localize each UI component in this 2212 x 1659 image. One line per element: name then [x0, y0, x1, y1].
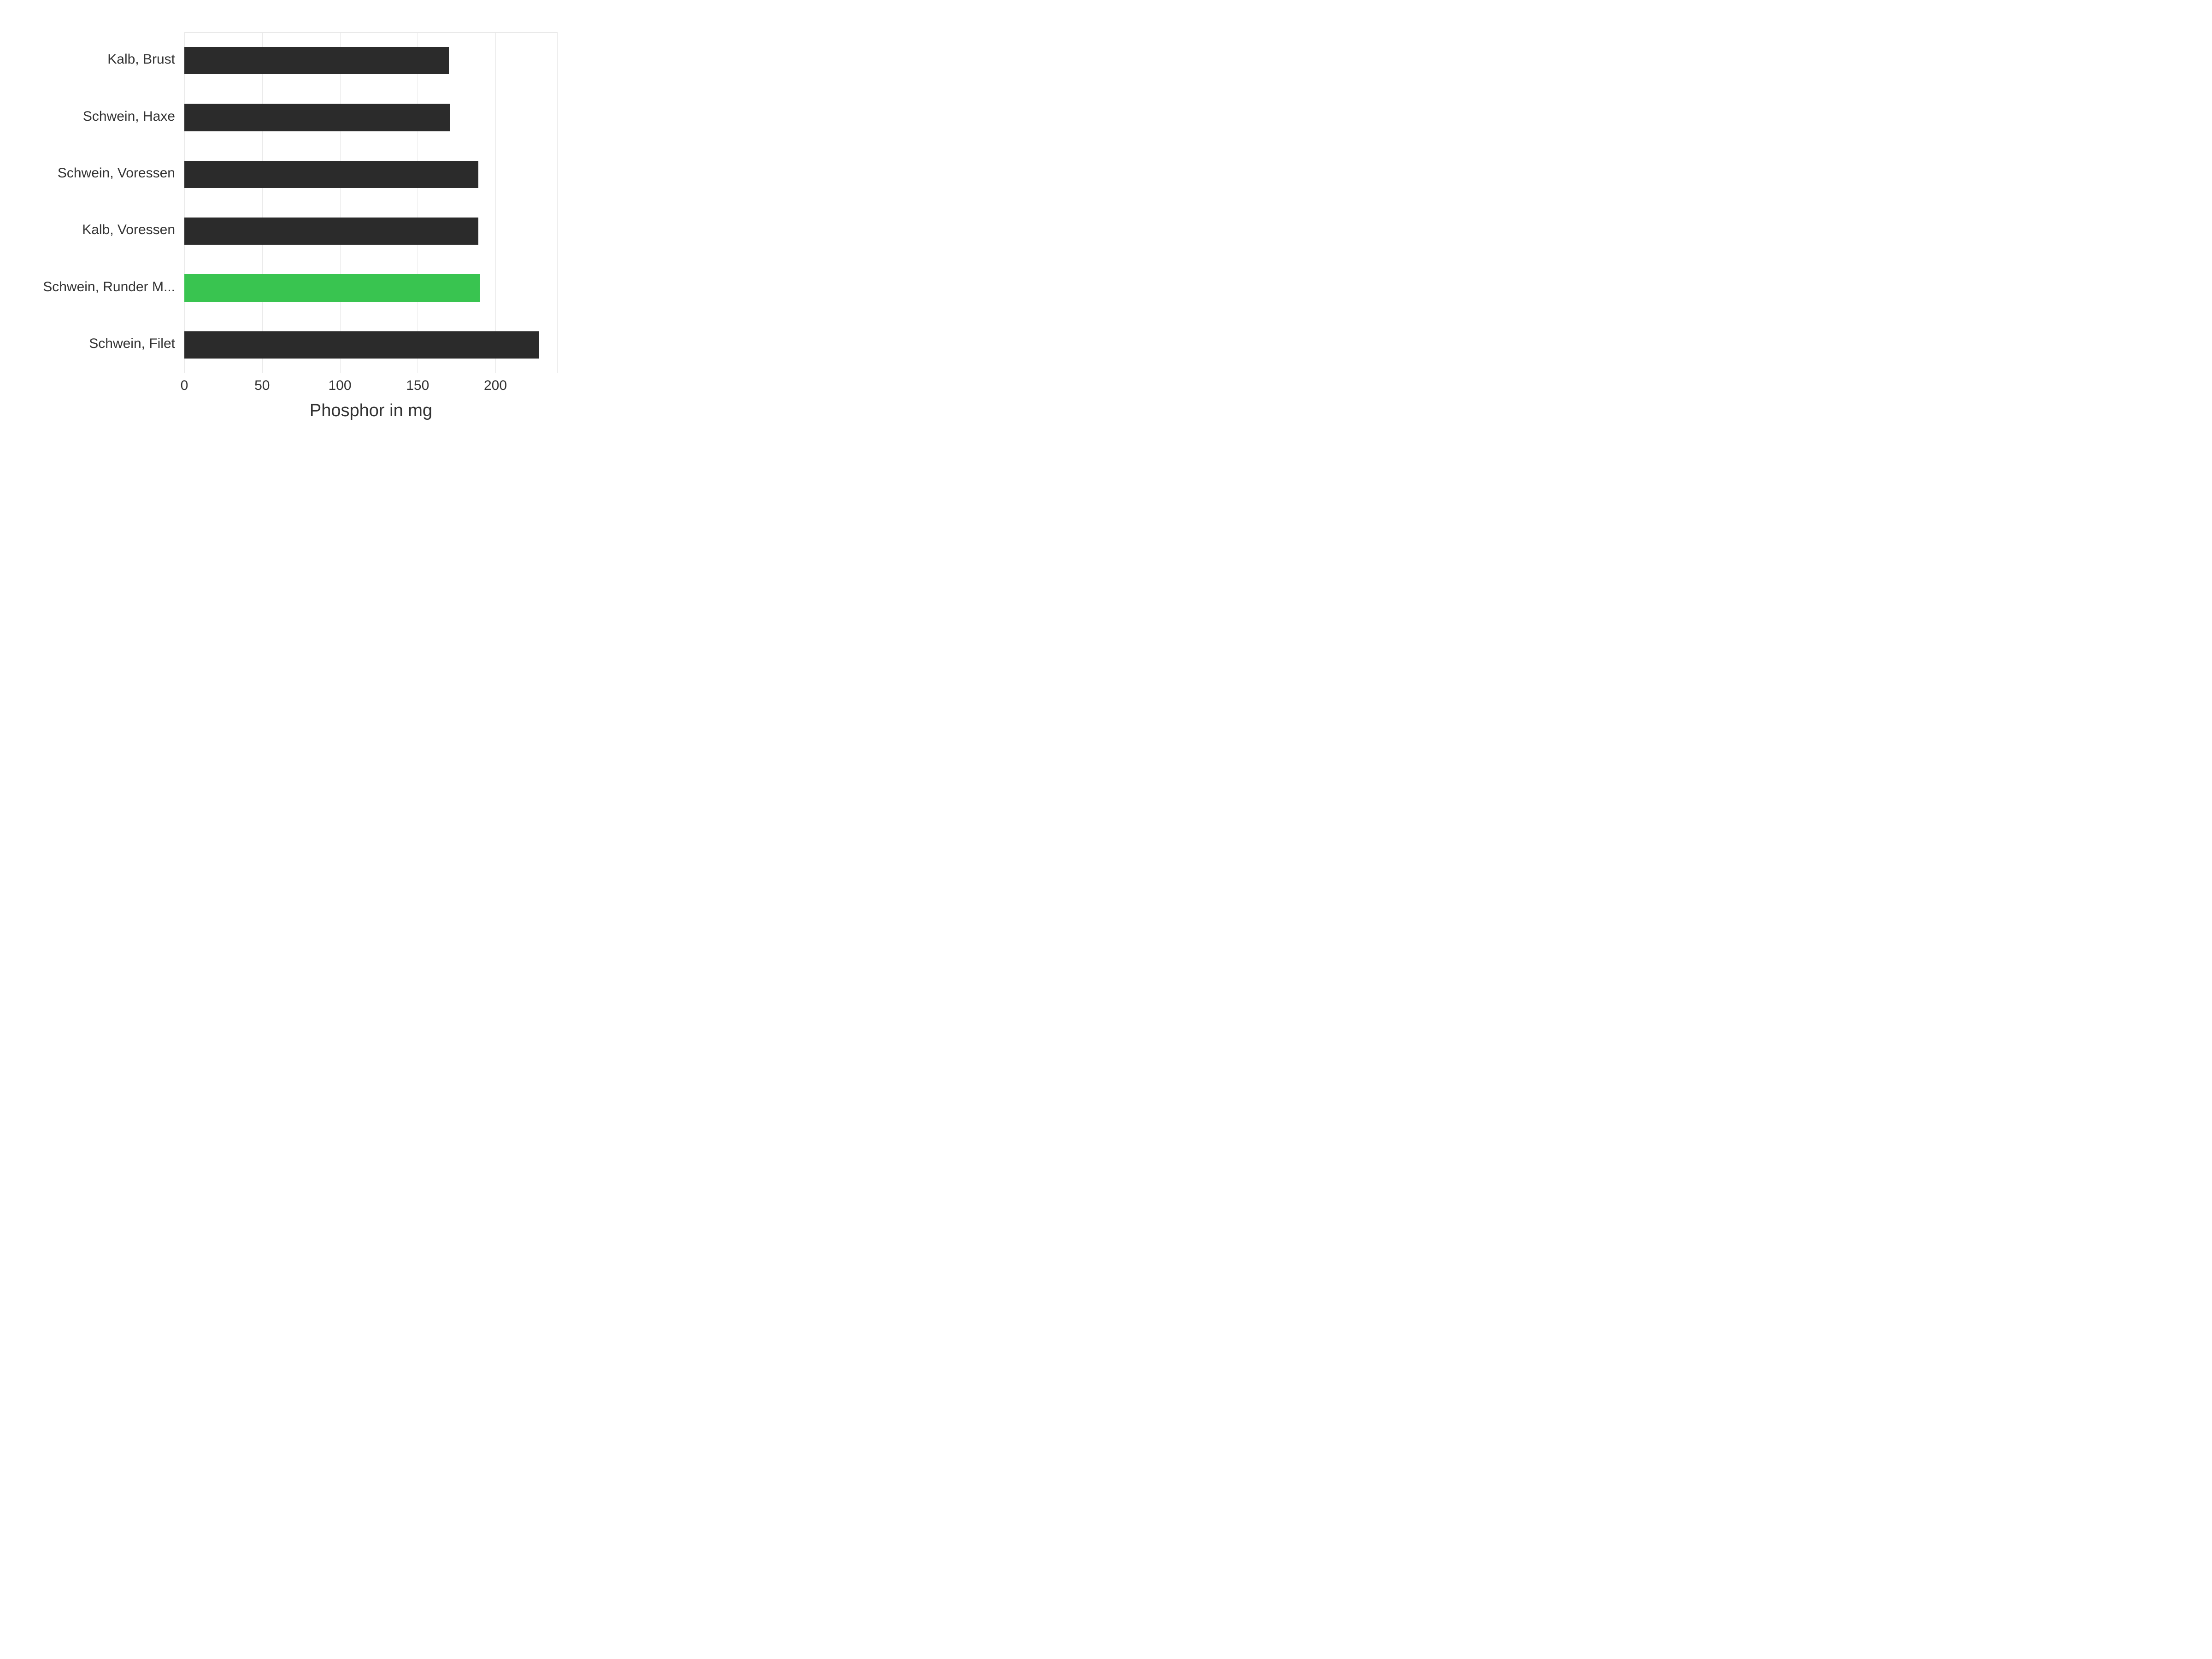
plot-area	[184, 32, 558, 373]
chart-container: Phosphor in mg 0 50 100 150 200 Kalb, Brust Sc…	[18, 18, 571, 433]
y-category-label: Schwein, Haxe	[28, 109, 175, 124]
y-category-label: Kalb, Voressen	[28, 222, 175, 238]
gridline	[184, 32, 185, 373]
gridline	[495, 32, 496, 373]
gridline	[340, 32, 341, 373]
x-tick-label: 0	[181, 378, 188, 394]
bar	[184, 218, 478, 245]
bar	[184, 104, 450, 131]
y-category-label: Schwein, Filet	[28, 336, 175, 352]
x-tick-label: 50	[254, 378, 270, 394]
x-axis-title: Phosphor in mg	[184, 401, 558, 421]
chart-border-right	[557, 32, 558, 373]
x-tick-label: 100	[328, 378, 351, 394]
bar	[184, 161, 478, 188]
y-category-label: Kalb, Brust	[28, 52, 175, 67]
y-category-label: Schwein, Runder M...	[28, 279, 175, 295]
bar	[184, 47, 449, 74]
gridline	[262, 32, 263, 373]
x-tick-label: 200	[484, 378, 507, 394]
chart-border-top	[184, 32, 558, 33]
y-category-label: Schwein, Voressen	[28, 165, 175, 181]
bar	[184, 331, 539, 359]
bar	[184, 274, 480, 301]
x-tick-label: 150	[406, 378, 429, 394]
